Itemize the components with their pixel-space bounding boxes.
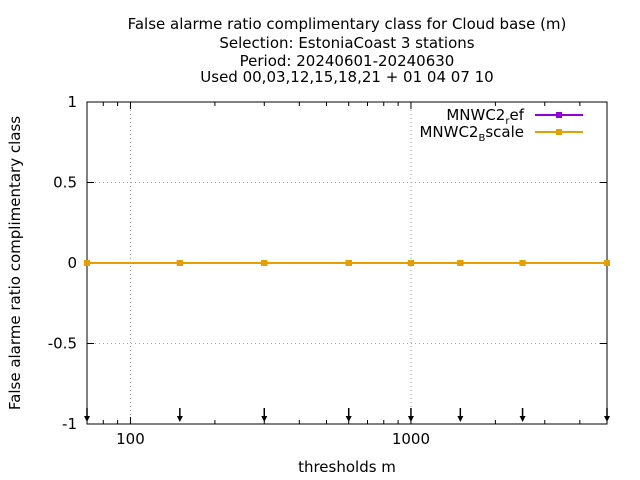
x-axis: 100 1000 xyxy=(86,102,608,448)
down-arrow-icon xyxy=(457,408,464,422)
legend-marker-series-2 xyxy=(556,129,562,135)
title-line-4: Used 00,03,12,15,18,21 + 01 04 07 10 xyxy=(200,68,493,86)
data-point xyxy=(345,260,352,266)
data-point xyxy=(84,260,90,266)
title-line-2: Selection: EstoniaCoast 3 stations xyxy=(219,34,474,52)
legend-label-series-1: MNWC2ref xyxy=(446,106,524,127)
data-point xyxy=(604,260,610,266)
data-point xyxy=(176,260,183,266)
y-tick-label: 0 xyxy=(67,254,77,272)
down-arrow-icon xyxy=(345,408,352,422)
x-tick-label: 1000 xyxy=(392,430,430,448)
down-arrow-head xyxy=(604,416,610,422)
data-point xyxy=(519,260,526,266)
down-arrow-head xyxy=(261,416,268,422)
down-arrow-icon xyxy=(84,408,90,422)
down-arrow-icon xyxy=(407,408,414,422)
y-tick-label: 1 xyxy=(67,93,77,111)
bottom-markers xyxy=(84,408,610,422)
down-arrow-head xyxy=(519,416,526,422)
legend-label-series-2: MNWC2Bscale xyxy=(419,123,524,144)
legend-marker-series-1 xyxy=(556,112,562,118)
y-axis-label: False alarme ratio complimentary class xyxy=(6,116,24,410)
chart-title: False alarme ratio complimentary class f… xyxy=(128,15,567,86)
y-tick-label: -1 xyxy=(62,415,77,433)
down-arrow-icon xyxy=(519,408,526,422)
down-arrow-head xyxy=(457,416,464,422)
down-arrow-head xyxy=(407,416,414,422)
down-arrow-icon xyxy=(604,408,610,422)
data-point xyxy=(261,260,268,266)
down-arrow-head xyxy=(84,416,90,422)
down-arrow-head xyxy=(345,416,352,422)
y-tick-label: -0.5 xyxy=(48,335,77,353)
data-point xyxy=(457,260,464,266)
data-point xyxy=(407,260,414,266)
legend: MNWC2ref MNWC2Bscale xyxy=(419,106,583,144)
y-tick-label: 0.5 xyxy=(53,174,77,192)
down-arrow-icon xyxy=(261,408,268,422)
x-axis-label: thresholds m xyxy=(298,458,396,476)
down-arrow-icon xyxy=(176,408,183,422)
x-tick-label: 100 xyxy=(116,430,145,448)
title-line-3: Period: 20240601-20240630 xyxy=(240,52,455,70)
series-layer xyxy=(84,260,610,266)
down-arrow-head xyxy=(176,416,183,422)
title-line-1: False alarme ratio complimentary class f… xyxy=(128,15,567,33)
